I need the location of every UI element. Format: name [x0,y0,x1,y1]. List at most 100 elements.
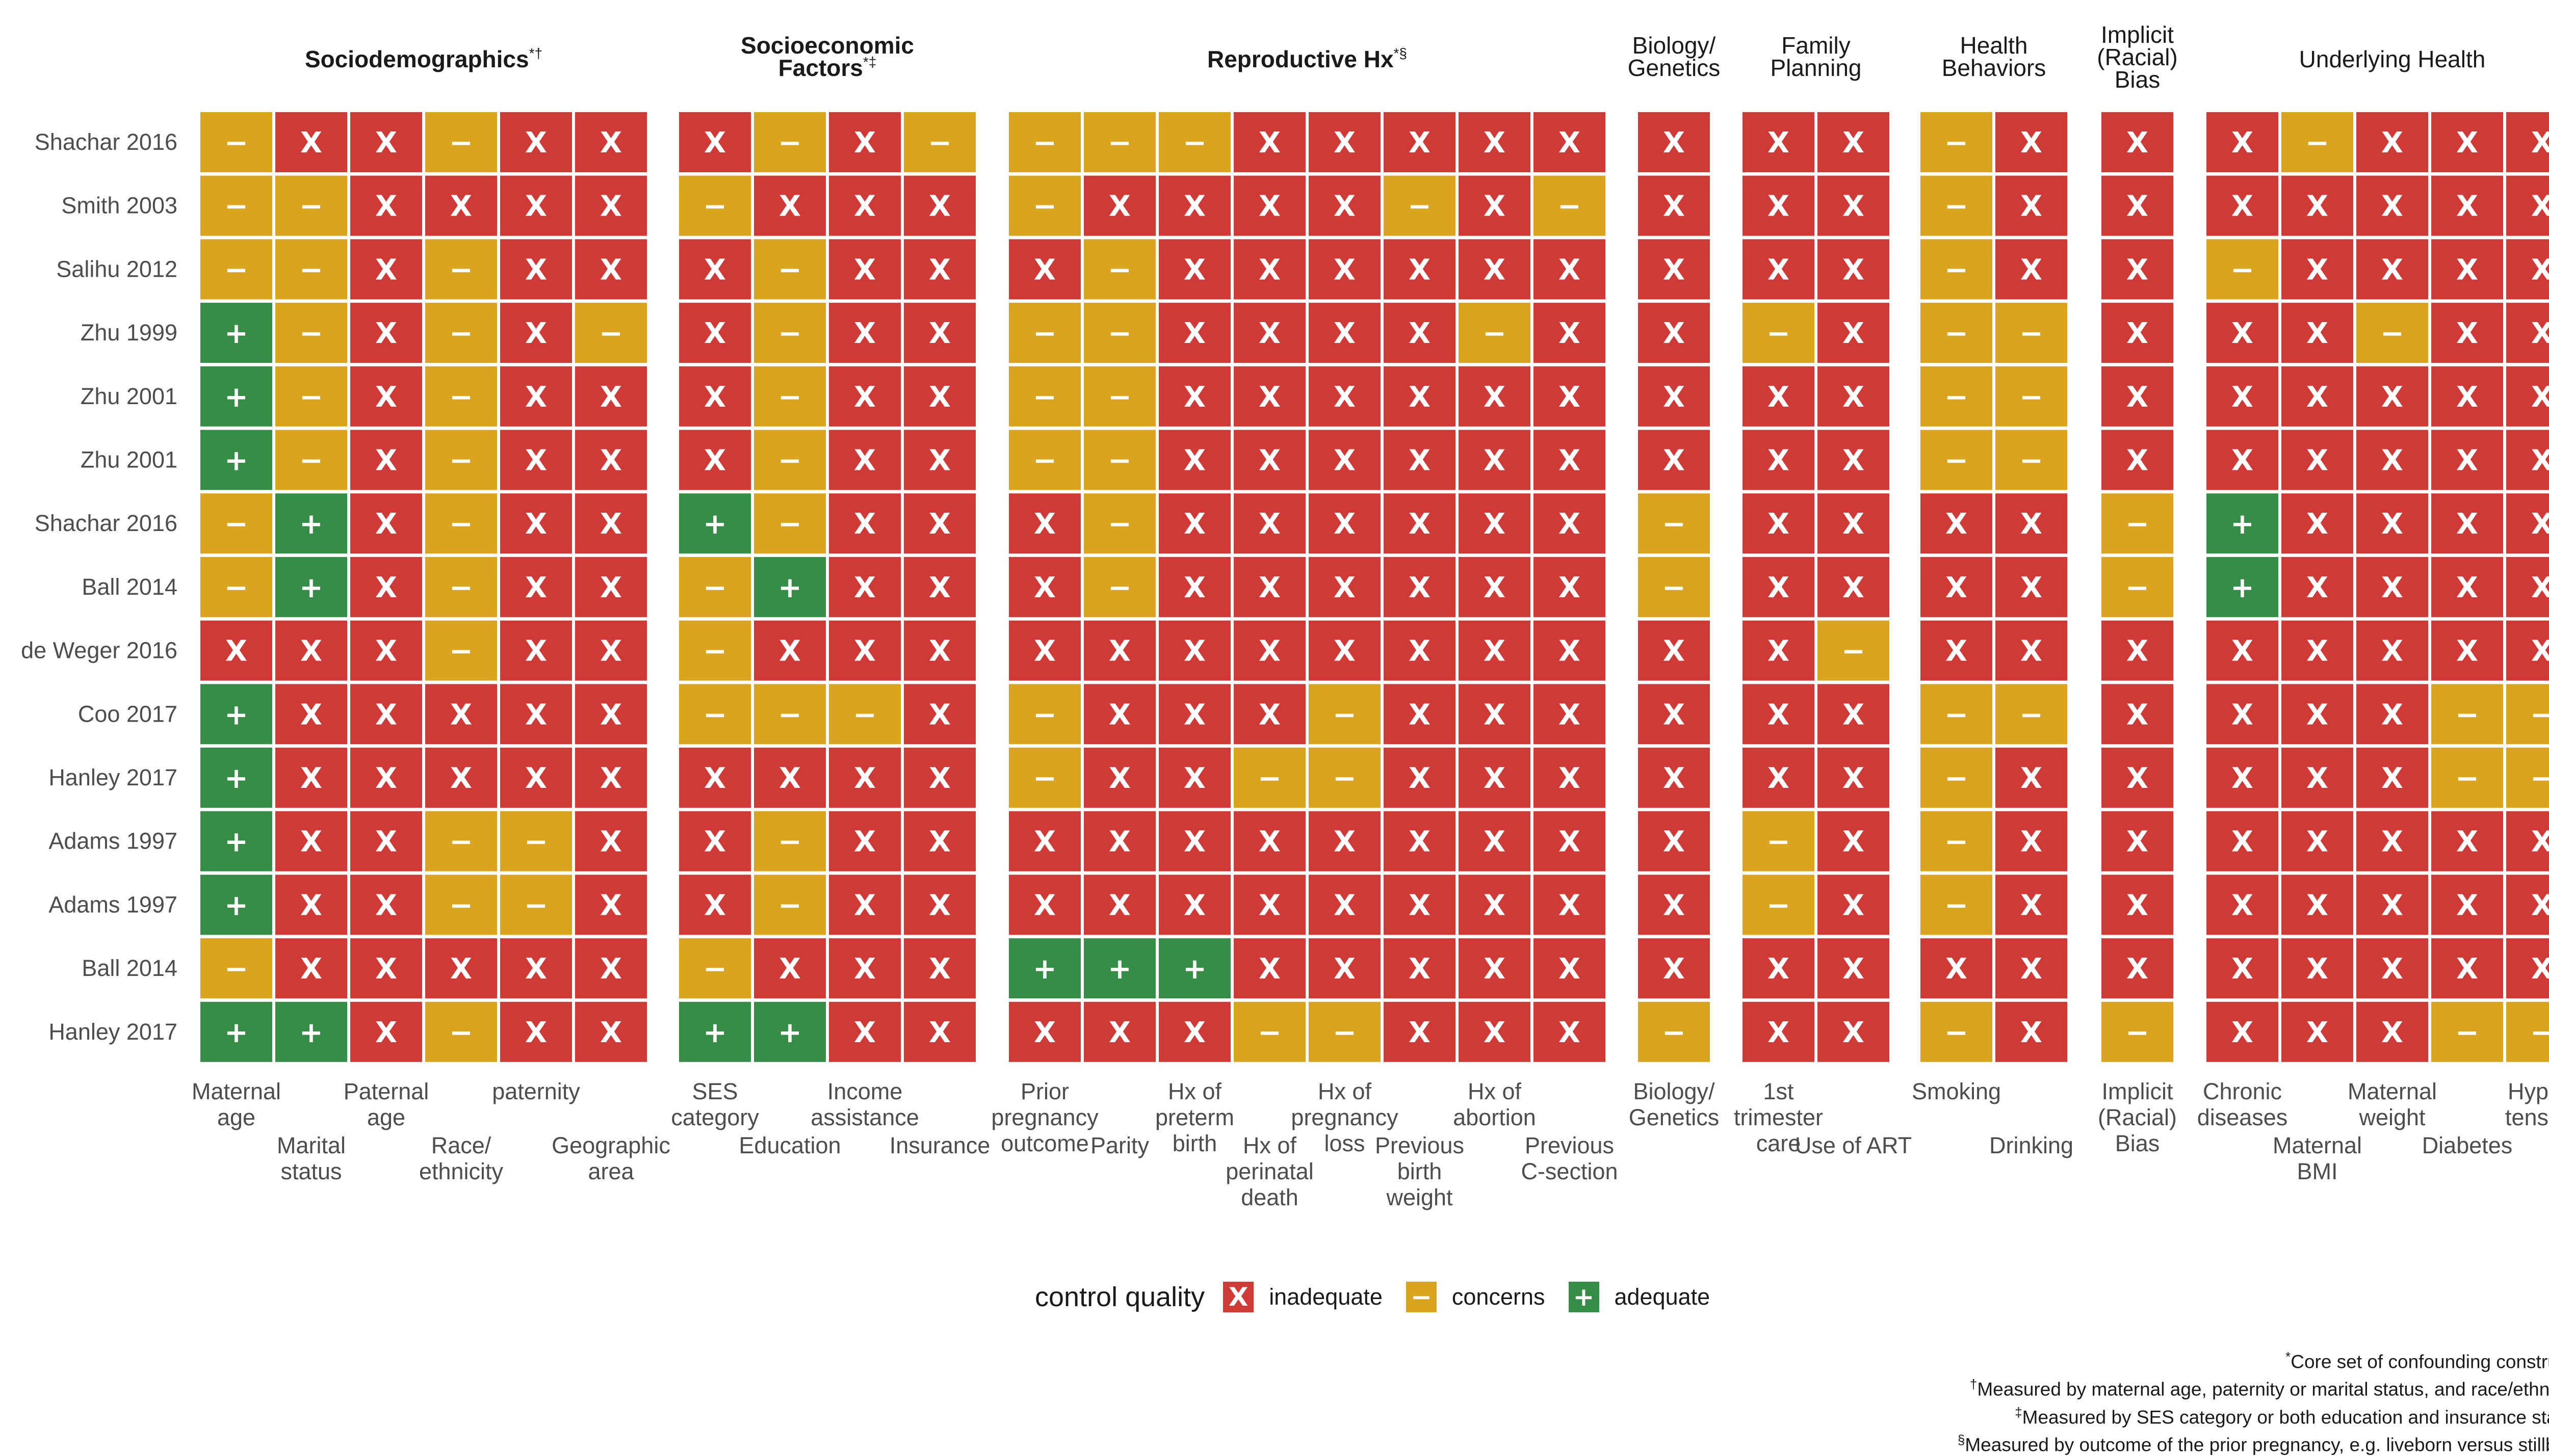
cell-symbol: X [1484,253,1505,286]
cell-symbol: + [1183,952,1207,986]
heatmap-cell [575,811,647,871]
heatmap-cell [1995,175,2067,236]
heatmap-cell [2101,175,2173,236]
heatmap-cell [1533,557,1605,617]
cell-symbol: X [1558,317,1580,350]
cell-symbol: X [854,635,876,668]
heatmap-cell [2431,430,2503,490]
heatmap-cell [2506,112,2549,172]
cell-symbol: X [2456,571,2478,604]
column-label: Education [739,1132,841,1158]
cell-symbol: X [2231,952,2253,986]
cell-symbol: X [2531,952,2549,986]
column-label: Geographic [552,1132,670,1158]
heatmap-cell [1309,684,1381,745]
column-label: perinatal [1226,1158,1314,1184]
heatmap-cell [1533,684,1605,745]
column-label: Insurance [890,1132,991,1158]
cell-symbol: X [2231,317,2253,350]
heatmap-cell [1234,112,1306,172]
heatmap-cell [2431,175,2503,236]
cell-symbol: X [1259,126,1281,160]
column-label: birth [1397,1158,1442,1184]
heatmap-cell [2206,748,2278,808]
cell-symbol: X [1558,952,1580,986]
heatmap-cell [1234,938,1306,999]
heatmap-cell [575,1001,647,1062]
cell-symbol: X [2126,698,2148,731]
heatmap-cell [829,620,901,681]
cell-symbol: X [1767,508,1789,541]
cell-symbol: X [2531,508,2549,541]
cell-symbol: X [600,1016,622,1049]
cell-symbol: X [1663,253,1685,286]
heatmap-cell [1084,430,1156,490]
heatmap-cell [754,684,826,745]
cell-symbol: X [779,190,801,223]
heatmap-cell [2356,938,2428,999]
heatmap-cell [2431,875,2503,935]
column-label: BMI [2297,1158,2337,1184]
heatmap-cell [2281,748,2353,808]
heatmap-cell [904,684,976,745]
cell-symbol: X [1767,952,1789,986]
cell-symbol: X [1842,826,1864,859]
legend-key: + [1568,1282,1599,1312]
heatmap-cell [1995,875,2067,935]
cell-symbol: X [1034,889,1056,922]
cell-symbol: − [299,190,323,223]
cell-symbol: X [1558,889,1580,922]
heatmap-cell [1234,557,1306,617]
study-label: Ball 2014 [82,574,177,600]
cell-symbol: X [1558,381,1580,414]
column-label: Paternal [344,1078,429,1104]
legend-item: − concerns [1406,1282,1545,1312]
heatmap-cell [1995,811,2067,871]
heatmap-cell [1309,430,1381,490]
cell-symbol: − [1944,317,1968,350]
cell-symbol: X [1334,826,1356,859]
cell-symbol: X [929,508,951,541]
cell-symbol: X [1842,126,1864,160]
heatmap-cell [575,875,647,935]
cell-symbol: − [1766,889,1790,922]
cell-symbol: X [854,253,876,286]
cell-symbol: X [2531,571,2549,604]
heatmap-cell [1995,557,2067,617]
column-label: (Racial) [2098,1104,2177,1130]
cell-symbol: X [300,126,322,160]
heatmap-cell [575,938,647,999]
heatmap-cell [754,748,826,808]
column-label: Bias [2115,1130,2160,1156]
heatmap-cell [200,938,272,999]
cell-symbol: X [1663,190,1685,223]
cell-symbol: + [778,571,802,604]
heatmap-cell [1920,938,1992,999]
cell-symbol: X [375,826,397,859]
heatmap-cell [1309,1001,1381,1062]
cell-symbol: − [1944,889,1968,922]
column-label: Hx of [1318,1078,1372,1104]
heatmap-cell [2101,1001,2173,1062]
cell-symbol: X [2381,381,2403,414]
heatmap-cell [500,938,572,999]
column-label: Maternal [2348,1078,2437,1104]
heatmap-cell [275,620,347,681]
cell-symbol: X [1558,635,1580,668]
cell-symbol: X [1334,381,1356,414]
cell-symbol: − [2125,1016,2149,1049]
cell-symbol: X [779,952,801,986]
heatmap-cell [1384,366,1455,427]
cell-symbol: X [1409,698,1430,731]
cell-symbol: X [1259,889,1281,922]
cell-symbol: X [2531,317,2549,350]
heatmap-cell [1234,366,1306,427]
group-title: Health [1960,32,2028,59]
column-label: death [1241,1184,1298,1210]
cell-symbol: X [929,1016,951,1049]
heatmap-cell [2206,938,2278,999]
heatmap-cell [1742,620,1814,681]
cell-symbol: X [1558,826,1580,859]
heatmap-cell [1234,175,1306,236]
